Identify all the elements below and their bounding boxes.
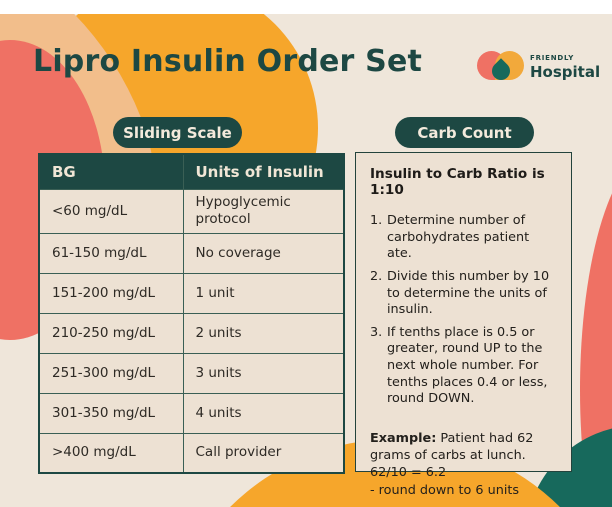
cell-units-value: 1 unit [182,272,345,314]
cell-units-value: No coverage [182,232,345,274]
example-calc: 62/10 = 6.2 [370,465,447,481]
cell-bg-range: 61-150 mg/dL [38,232,184,274]
list-item: 1. Determine number of carbohydrates pat… [370,213,558,263]
logo-text: FRIENDLY Hospital [530,54,600,81]
header-cell-units: Units of Insulin [182,153,345,190]
cell-units-value: 2 units [182,312,345,354]
carb-example: Example: Patient had 62 grams of carbs a… [370,430,558,499]
page-title: Lipro Insulin Order Set [33,44,423,79]
list-item-number: 2. [370,268,383,284]
table-row: 151-200 mg/dL 1 unit [38,272,345,314]
heart-petals-icon [477,49,525,93]
list-item-number: 3. [370,324,383,340]
cell-bg-range: 251-300 mg/dL [38,352,184,394]
cell-units-value: Hypoglycemic protocol [182,188,345,234]
table-row: 210-250 mg/dL 2 units [38,312,345,354]
logo-bottom-text: Hospital [530,63,601,81]
example-result: - round down to 6 units [370,482,520,498]
list-item-text: Divide this number by 10 to determine th… [387,268,550,318]
sliding-scale-badge: Sliding Scale [113,117,242,148]
cell-bg-range: 301-350 mg/dL [38,392,184,434]
header-cell-bg: BG [38,153,184,190]
content-area: Lipro Insulin Order Set FRIENDLY Hospita… [0,14,612,507]
cell-units-value: 4 units [182,392,345,434]
list-item: 2. Divide this number by 10 to determine… [370,269,558,319]
cell-units-value: 3 units [182,352,345,394]
list-item: 3. If tenths place is 0.5 or greater, ro… [370,325,558,408]
list-item-text: Determine number of carbohydrates patien… [387,213,530,262]
cell-bg-range: >400 mg/dL [38,432,184,474]
table-row: <60 mg/dL Hypoglycemic protocol [38,188,345,234]
example-label: Example: [370,430,437,446]
carb-count-badge: Carb Count [395,117,534,148]
carb-steps-list: 1. Determine number of carbohydrates pat… [370,213,558,408]
cell-bg-range: <60 mg/dL [38,188,184,234]
table-row: 301-350 mg/dL 4 units [38,392,345,434]
table-row: 61-150 mg/dL No coverage [38,232,345,274]
sliding-scale-table: BG Units of Insulin <60 mg/dL Hypoglycem… [38,153,345,474]
cell-bg-range: 151-200 mg/dL [38,272,184,314]
hospital-logo: FRIENDLY Hospital [477,46,600,96]
carb-count-box: Insulin to Carb Ratio is 1:10 1. Determi… [355,152,572,498]
example-text: Patient had 62 grams of carbs at lunch. [370,430,534,464]
table-row: 251-300 mg/dL 3 units [38,352,345,394]
list-item-number: 1. [370,213,383,228]
table-header-row: BG Units of Insulin [38,153,345,190]
list-item-text: If tenths place is 0.5 or greater, round… [387,324,548,407]
cell-units-value: Call provider [182,432,345,474]
cell-bg-range: 210-250 mg/dL [38,312,184,354]
table-row: >400 mg/dL Call provider [38,432,345,474]
logo-top-text: FRIENDLY [530,54,575,62]
carb-ratio-title: Insulin to Carb Ratio is 1:10 [370,166,545,198]
